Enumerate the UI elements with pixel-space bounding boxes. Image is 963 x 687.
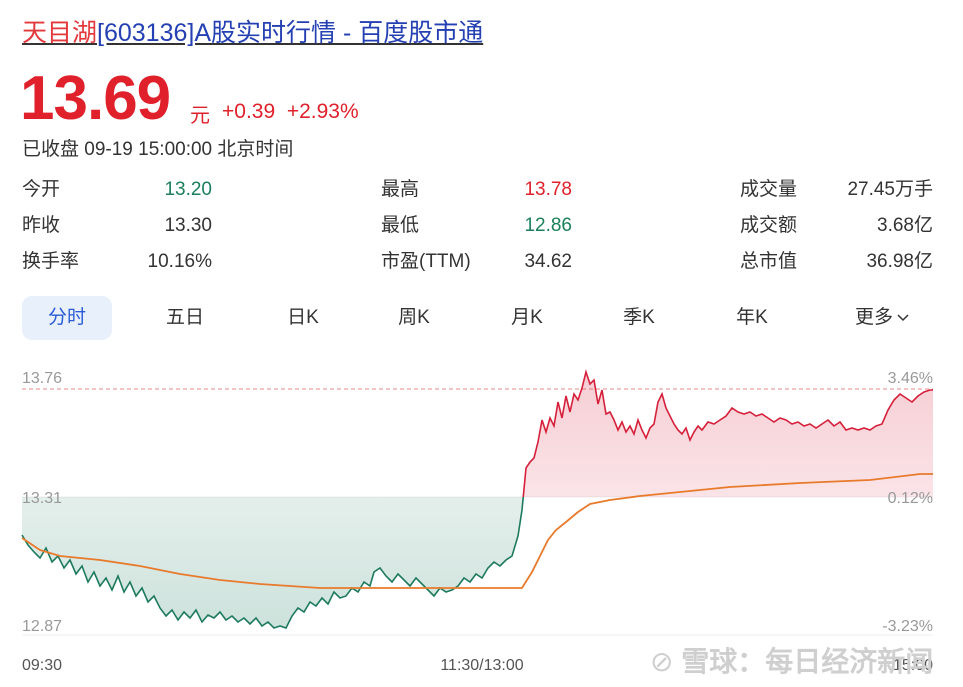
stat-label-open: 今开 xyxy=(22,179,61,200)
price-change: +0.39 +2.93% xyxy=(222,100,359,124)
stat-label-turnover: 换手率 xyxy=(22,251,80,272)
tab-year-k[interactable]: 年K xyxy=(736,307,768,328)
stat-label-amount: 成交额 xyxy=(740,215,798,236)
price-area-down xyxy=(22,497,933,628)
snowball-logo-icon: ⊘ xyxy=(650,646,682,677)
y-right-high: 3.46% xyxy=(888,370,933,387)
stat-value-market-cap: 36.98亿 xyxy=(866,251,933,272)
stat-value-prev-close: 13.30 xyxy=(164,215,212,236)
price-area-up xyxy=(22,372,933,497)
average-price-line xyxy=(21,473,933,589)
stat-value-low: 12.86 xyxy=(524,215,572,236)
price-unit: 元 xyxy=(190,105,210,127)
page-title[interactable]: 天目湖[603136]A股实时行情 - 百度股市通 xyxy=(22,16,483,50)
tab-five-day[interactable]: 五日 xyxy=(165,307,204,328)
stat-label-volume: 成交量 xyxy=(740,179,798,200)
current-price: 13.69 xyxy=(20,64,171,133)
change-amount: +0.39 xyxy=(222,100,276,123)
price-line-down xyxy=(21,497,525,629)
tab-season-k[interactable]: 季K xyxy=(623,307,655,328)
x-label-close: 15:00 xyxy=(893,657,933,674)
intraday-chart[interactable]: 13.76 13.31 12.87 3.46% 0.12% -3.23% 09:… xyxy=(0,360,963,687)
stat-value-volume: 27.45万手 xyxy=(847,179,933,200)
watermark-text: 雪球：每日经济新闻 xyxy=(681,646,934,677)
tab-intraday[interactable]: 分时 xyxy=(22,296,112,340)
tab-month-k[interactable]: 月K xyxy=(511,307,543,328)
period-tabs: 分时 五日 日K 周K 月K 季K 年K 更多 xyxy=(22,296,934,340)
stat-value-turnover: 10.16% xyxy=(147,251,212,272)
watermark: ⊘ 雪球：每日经济新闻 xyxy=(650,640,933,680)
stat-label-prev-close: 昨收 xyxy=(22,215,61,236)
stat-label-pe: 市盈(TTM) xyxy=(381,251,471,272)
stat-label-market-cap: 总市值 xyxy=(740,251,798,272)
change-percent: +2.93% xyxy=(286,100,359,123)
market-status: 已收盘 09-19 15:00:00 北京时间 xyxy=(22,139,294,160)
tab-more-label: 更多 xyxy=(854,307,893,328)
stat-label-low: 最低 xyxy=(381,215,420,236)
tab-day-k[interactable]: 日K xyxy=(287,307,319,328)
x-label-open: 09:30 xyxy=(22,657,62,674)
tab-week-k[interactable]: 周K xyxy=(398,307,430,328)
stat-value-pe: 34.62 xyxy=(524,251,572,272)
y-left-low: 12.87 xyxy=(22,618,62,635)
y-left-mid: 13.31 xyxy=(22,490,62,507)
tab-more[interactable]: 更多 xyxy=(832,296,932,340)
y-right-mid: 0.12% xyxy=(888,490,933,507)
stat-value-high: 13.78 xyxy=(524,179,572,200)
stat-value-amount: 3.68亿 xyxy=(877,215,933,236)
y-right-low: -3.23% xyxy=(882,618,933,635)
chevron-down-icon xyxy=(897,296,909,340)
price-line-up xyxy=(522,369,933,497)
y-left-high: 13.76 xyxy=(22,370,62,387)
stat-value-open: 13.20 xyxy=(164,179,212,200)
title-rest[interactable]: [603136]A股实时行情 - 百度股市通 xyxy=(97,19,484,47)
stock-name[interactable]: 天目湖 xyxy=(22,19,98,47)
stat-label-high: 最高 xyxy=(381,179,420,200)
x-label-midday: 11:30/13:00 xyxy=(440,657,523,674)
